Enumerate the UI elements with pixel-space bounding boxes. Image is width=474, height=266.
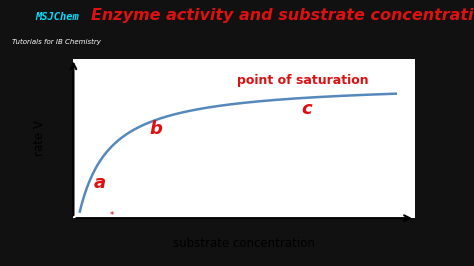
- Text: rate V: rate V: [33, 120, 46, 156]
- Text: Tutorials for IB Chemistry: Tutorials for IB Chemistry: [12, 39, 101, 44]
- Text: substrate concentration: substrate concentration: [173, 237, 315, 250]
- Text: MSJChem: MSJChem: [35, 12, 79, 22]
- Text: point of saturation: point of saturation: [237, 74, 369, 87]
- Text: a: a: [94, 173, 106, 192]
- Text: *: *: [109, 211, 113, 220]
- Text: c: c: [301, 100, 311, 118]
- Text: Enzyme activity and substrate concentration: Enzyme activity and substrate concentrat…: [91, 8, 474, 23]
- Text: b: b: [149, 120, 162, 138]
